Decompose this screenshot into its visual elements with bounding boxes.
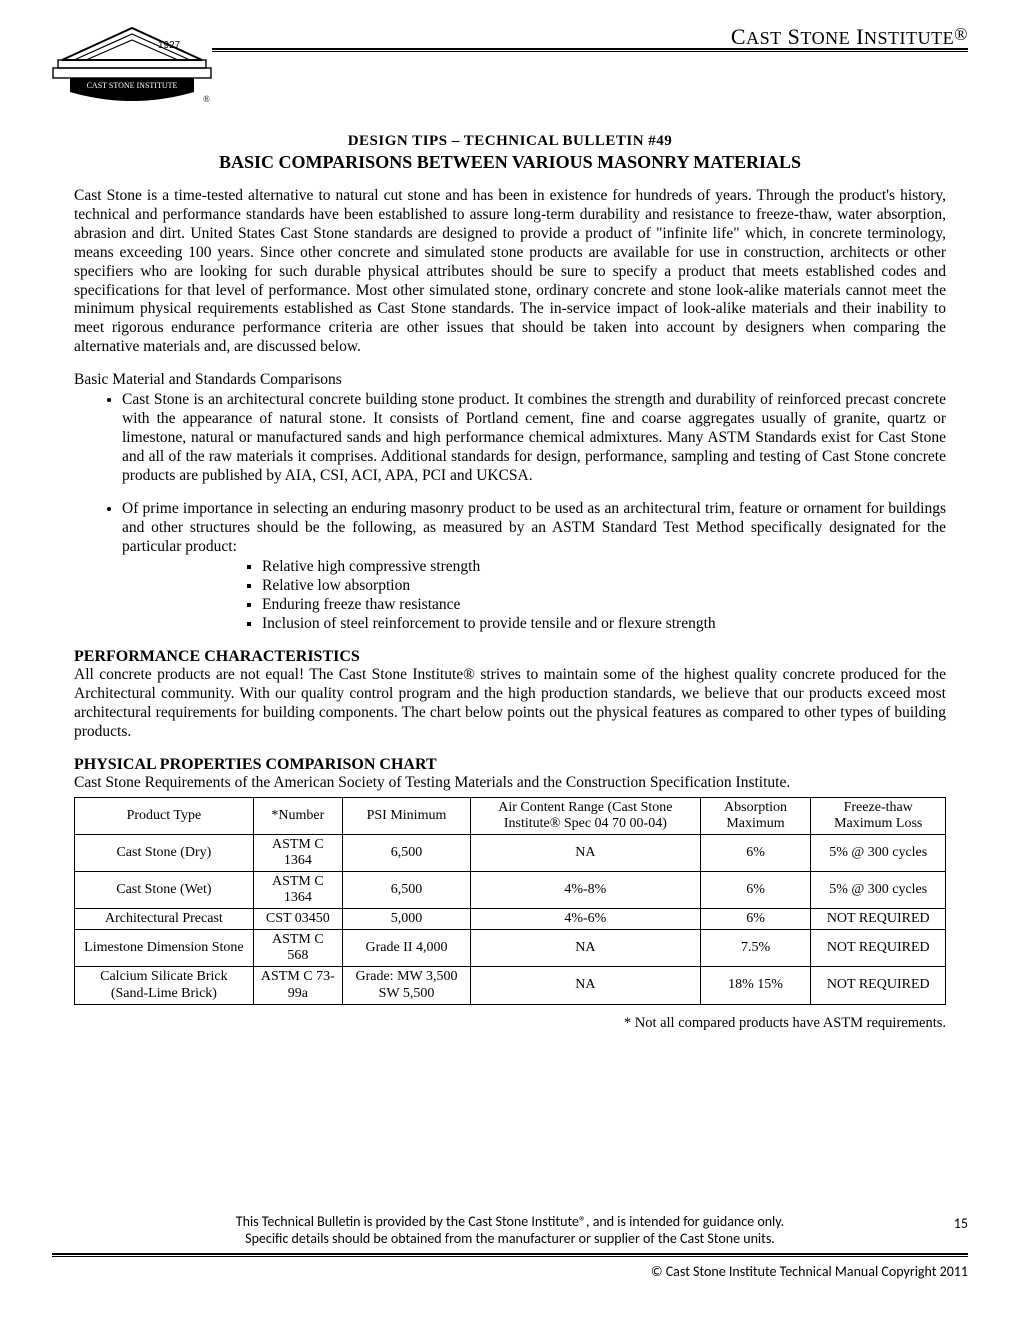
cell: NOT REQUIRED (811, 967, 946, 1004)
cell: 6% (700, 871, 811, 908)
col-product-type: Product Type (75, 797, 254, 834)
cell: 7.5% (700, 930, 811, 967)
logo-text-label: CAST STONE INSTITUTE (87, 81, 178, 90)
cell: Cast Stone (Dry) (75, 834, 254, 871)
list-item: Enduring freeze thaw resistance (262, 596, 946, 615)
header-rule (212, 48, 968, 52)
page-footer: This Technical Bulletin is provided by t… (52, 1213, 968, 1280)
table-row: Calcium Silicate Brick (Sand-Lime Brick)… (75, 967, 946, 1004)
table-row: Architectural Precast CST 03450 5,000 4%… (75, 909, 946, 930)
table-body: Cast Stone (Dry) ASTM C 1364 6,500 NA 6%… (75, 834, 946, 1004)
main-bullet-list: Cast Stone is an architectural concrete … (122, 391, 946, 634)
cell: 6% (700, 834, 811, 871)
cell: ASTM C 568 (253, 930, 342, 967)
chart-heading: PHYSICAL PROPERTIES COMPARISON CHART (74, 756, 946, 774)
disclaimer-line1: This Technical Bulletin is provided by t… (236, 1213, 784, 1230)
list-item: Relative low absorption (262, 577, 946, 596)
chart-intro: Cast Stone Requirements of the American … (74, 774, 946, 793)
table-header-row: Product Type *Number PSI Minimum Air Con… (75, 797, 946, 834)
disclaimer-line2: Specific details should be obtained from… (245, 1230, 775, 1247)
cell: NA (471, 967, 701, 1004)
section-lead: Basic Material and Standards Comparisons (74, 371, 946, 389)
title-block: DESIGN TIPS – TECHNICAL BULLETIN #49 BAS… (52, 133, 968, 173)
table-row: Cast Stone (Dry) ASTM C 1364 6,500 NA 6%… (75, 834, 946, 871)
performance-heading: PERFORMANCE CHARACTERISTICS (74, 648, 946, 666)
cell: Limestone Dimension Stone (75, 930, 254, 967)
cell: ASTM C 1364 (253, 834, 342, 871)
cell: NOT REQUIRED (811, 930, 946, 967)
header-right: CAST STONE INSTITUTE® (212, 24, 968, 52)
cell: Grade II 4,000 (342, 930, 470, 967)
cell: ASTM C 1364 (253, 871, 342, 908)
page-number: 15 (954, 1215, 968, 1232)
comparison-table: Product Type *Number PSI Minimum Air Con… (74, 797, 946, 1005)
institute-name: CAST STONE INSTITUTE® (731, 24, 968, 50)
cell: Calcium Silicate Brick (Sand-Lime Brick) (75, 967, 254, 1004)
cell: Architectural Precast (75, 909, 254, 930)
col-number: *Number (253, 797, 342, 834)
cell: 5% @ 300 cycles (811, 871, 946, 908)
footer-rule (52, 1253, 968, 1257)
col-psi-min: PSI Minimum (342, 797, 470, 834)
logo-reg-mark: ® (203, 94, 210, 104)
bullet2-lead: Of prime importance in selecting an endu… (122, 500, 946, 555)
col-absorption: Absorption Maximum (700, 797, 811, 834)
bulletin-title: BASIC COMPARISONS BETWEEN VARIOUS MASONR… (52, 152, 968, 173)
cell: ASTM C 73-99a (253, 967, 342, 1004)
list-item: Inclusion of steel reinforcement to prov… (262, 615, 946, 634)
sub-bullet-list: Relative high compressive strength Relat… (262, 558, 946, 634)
institute-logo: 1927 CAST STONE INSTITUTE ® (52, 24, 212, 115)
table-row: Cast Stone (Wet) ASTM C 1364 6,500 4%-8%… (75, 871, 946, 908)
logo-year: 1927 (158, 40, 181, 51)
col-air-content: Air Content Range (Cast Stone Institute®… (471, 797, 701, 834)
intro-paragraph: Cast Stone is a time-tested alternative … (74, 187, 946, 357)
cell: NOT REQUIRED (811, 909, 946, 930)
performance-body: All concrete products are not equal! The… (74, 666, 946, 742)
copyright-line: © Cast Stone Institute Technical Manual … (52, 1263, 968, 1280)
col-freeze-thaw: Freeze-thaw Maximum Loss (811, 797, 946, 834)
cell: 6% (700, 909, 811, 930)
table-footnote: * Not all compared products have ASTM re… (74, 1015, 946, 1032)
list-item: Of prime importance in selecting an endu… (122, 500, 946, 634)
cell: NA (471, 834, 701, 871)
cell: 5% @ 300 cycles (811, 834, 946, 871)
cell: 5,000 (342, 909, 470, 930)
logo-svg: 1927 CAST STONE INSTITUTE ® (52, 24, 212, 110)
list-item: Cast Stone is an architectural concrete … (122, 391, 946, 486)
cell: 4%-6% (471, 909, 701, 930)
bulletin-subtitle: DESIGN TIPS – TECHNICAL BULLETIN #49 (52, 133, 968, 150)
footer-disclaimer: This Technical Bulletin is provided by t… (132, 1213, 888, 1247)
cell: Cast Stone (Wet) (75, 871, 254, 908)
list-item: Relative high compressive strength (262, 558, 946, 577)
page-header: 1927 CAST STONE INSTITUTE ® CAST STONE I… (52, 24, 968, 115)
cell: 4%-8% (471, 871, 701, 908)
cell: 6,500 (342, 834, 470, 871)
cell: 6,500 (342, 871, 470, 908)
cell: CST 03450 (253, 909, 342, 930)
table-row: Limestone Dimension Stone ASTM C 568 Gra… (75, 930, 946, 967)
cell: 18% 15% (700, 967, 811, 1004)
cell: NA (471, 930, 701, 967)
cell: Grade: MW 3,500 SW 5,500 (342, 967, 470, 1004)
